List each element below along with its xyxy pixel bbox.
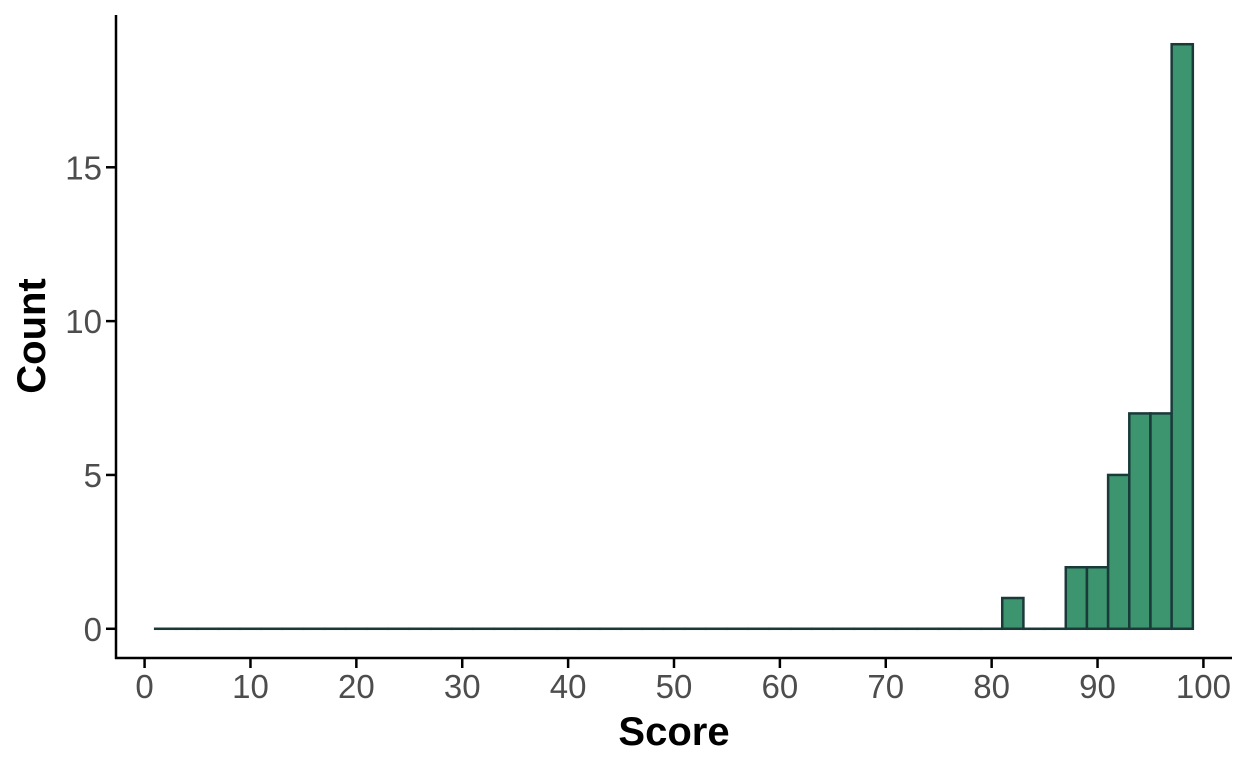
x-tick-label: 60 [762,668,799,705]
x-tick-label: 100 [1176,668,1231,705]
histogram-bar [1170,42,1195,631]
histogram-bar [1149,412,1173,631]
x-tick-label: 50 [656,668,693,705]
x-tick-label: 40 [550,668,587,705]
x-tick-label: 70 [867,668,904,705]
axes-group [114,15,1232,660]
x-axis-title: Score [618,710,729,754]
x-tick-label: 80 [973,668,1010,705]
y-tick-label: 15 [65,149,102,186]
x-tick-label: 10 [232,668,269,705]
x-tick-label: 0 [135,668,153,705]
y-tick-label: 0 [84,611,102,648]
x-tick-label: 20 [338,668,375,705]
histogram-bar [1064,565,1089,631]
histogram-bar [1085,565,1110,631]
ticks-group: 0 10 20 30 40 50 60 70 80 90 100 0 5 10 15 [65,149,1231,705]
x-tick-label: 30 [444,668,481,705]
bars-group [153,42,1195,631]
histogram-bar [1128,412,1152,631]
x-tick-label: 90 [1079,668,1116,705]
y-tick-label: 10 [65,303,102,340]
y-axis-title: Count [10,278,54,394]
histogram-bar [1106,473,1131,631]
y-tick-label: 5 [84,457,102,494]
histogram-bar [1000,596,1025,631]
